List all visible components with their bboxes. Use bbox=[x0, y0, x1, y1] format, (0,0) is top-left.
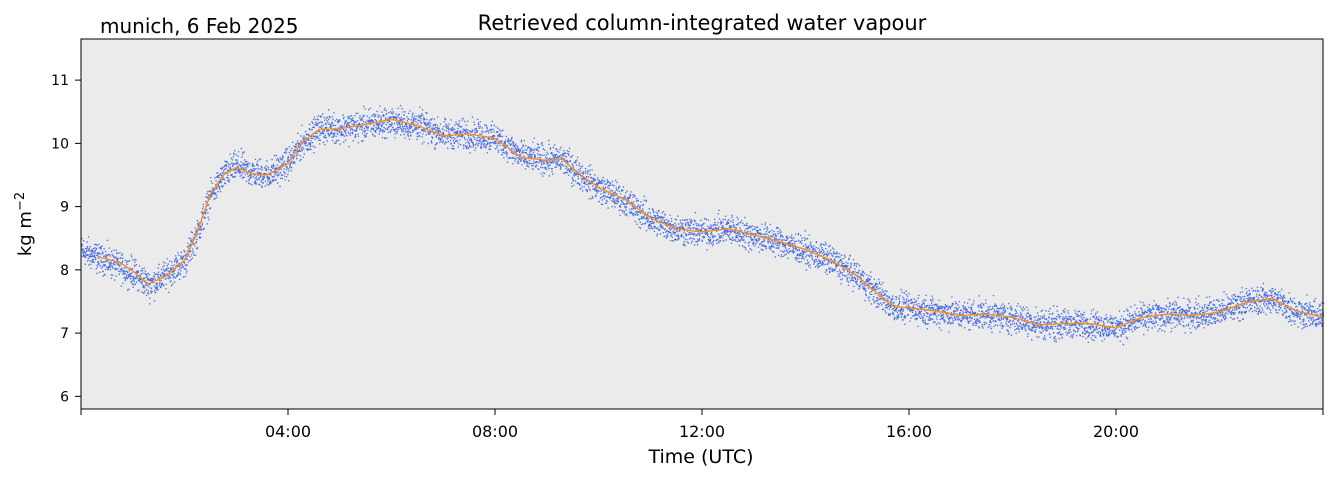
raw-data-points bbox=[81, 105, 1325, 346]
x-axis: 04:00 08:00 12:00 16:00 20:00 bbox=[80, 409, 1324, 441]
y-tick-label: 11 bbox=[51, 73, 69, 89]
x-axis-label: Time (UTC) bbox=[647, 446, 753, 468]
x-tick-label: 16:00 bbox=[886, 422, 932, 441]
data-point-cloud bbox=[81, 105, 1325, 346]
y-tick-label: 9 bbox=[60, 200, 69, 216]
smoothed-line-layer bbox=[98, 118, 1324, 329]
x-tick-label: 08:00 bbox=[472, 422, 518, 441]
y-axis: 6 7 8 9 10 11 bbox=[51, 73, 81, 405]
y-tick-label: 7 bbox=[60, 326, 69, 342]
y-axis-label: kg m−2 bbox=[13, 192, 36, 256]
y-axis-label-superscript: −2 bbox=[13, 192, 28, 211]
y-tick-label: 8 bbox=[60, 263, 69, 279]
x-tick-label: 20:00 bbox=[1093, 422, 1139, 441]
chart-title: Retrieved column-integrated water vapour bbox=[478, 11, 927, 35]
y-tick-label: 6 bbox=[60, 389, 69, 405]
chart-subtitle: munich, 6 Feb 2025 bbox=[100, 14, 299, 38]
y-tick-label: 10 bbox=[51, 136, 69, 152]
plot-area bbox=[81, 39, 1323, 409]
x-tick-label: 12:00 bbox=[679, 422, 725, 441]
x-tick-label: 04:00 bbox=[265, 422, 311, 441]
y-axis-label-main: kg m bbox=[15, 211, 36, 256]
smoothed-series-line bbox=[98, 118, 1324, 329]
